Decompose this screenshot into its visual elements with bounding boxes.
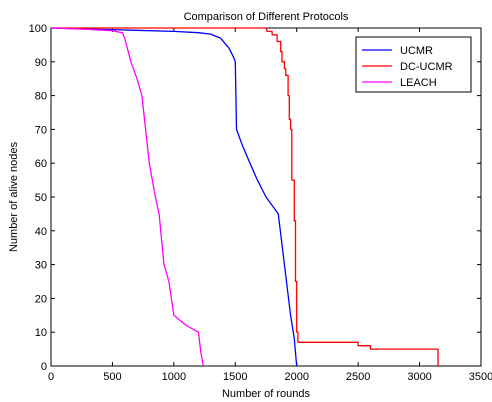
legend-label: UCMR — [400, 45, 433, 57]
y-tick-label: 70 — [35, 124, 47, 136]
series-line-dc-ucmr — [51, 27, 439, 366]
legend-label: DC-UCMR — [400, 61, 453, 73]
x-tick-label: 500 — [103, 371, 121, 383]
x-tick-label: 1500 — [223, 371, 247, 383]
y-tick-label: 80 — [35, 91, 47, 103]
series-line-leach — [50, 27, 204, 367]
series-layer — [50, 27, 439, 367]
legend: UCMR DC-UCMR LEACH — [355, 36, 472, 93]
chart-title: Comparison of Different Protocols — [184, 11, 349, 23]
series-line-ucmr — [50, 27, 298, 367]
y-tick-label: 90 — [35, 57, 47, 69]
y-tick-label: 100 — [29, 23, 47, 35]
legend-box — [355, 36, 472, 93]
y-tick-label: 60 — [35, 158, 47, 170]
y-tick-label: 20 — [35, 293, 47, 305]
x-tick-label: 2000 — [284, 371, 308, 383]
x-tick-label: 1000 — [162, 371, 186, 383]
y-tick-label: 50 — [35, 192, 47, 204]
x-tick-label: 0 — [48, 371, 54, 383]
y-tick-label: 10 — [35, 327, 47, 339]
y-tick-label: 0 — [41, 361, 47, 373]
x-tick-label: 2500 — [346, 371, 370, 383]
y-axis-label: Number of alive nodes — [8, 141, 20, 252]
x-axis: 0 500 1000 1500 2000 2500 3000 3500 — [48, 28, 492, 383]
y-tick-label: 40 — [35, 226, 47, 238]
y-axis: 0 10 20 30 40 50 60 70 80 90 100 — [29, 23, 481, 373]
x-tick-label: 3500 — [469, 371, 492, 383]
x-tick-label: 3000 — [407, 371, 431, 383]
x-axis-label: Number of rounds — [222, 388, 311, 400]
y-tick-label: 30 — [35, 260, 47, 272]
legend-label: LEACH — [400, 77, 437, 89]
